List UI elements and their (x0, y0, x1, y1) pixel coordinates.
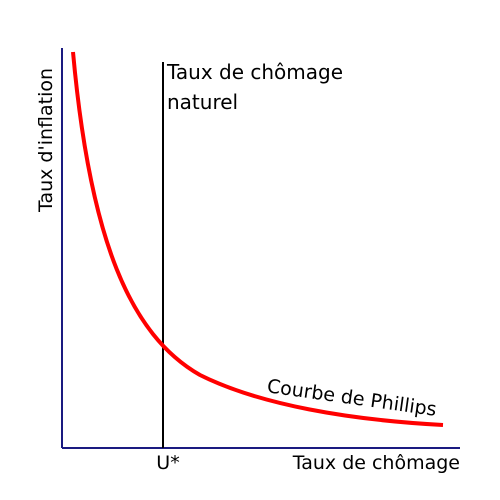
curve-label: Courbe de Phillips (266, 375, 438, 421)
y-axis-label: Taux d'inflation (35, 68, 57, 213)
x-axis-label: Taux de chômage (292, 452, 460, 474)
natural-rate-label: naturel (167, 90, 238, 114)
natural-rate-label: Taux de chômage (166, 60, 343, 84)
u-star-label: U* (156, 452, 179, 474)
phillips-curve (71, 51, 444, 427)
